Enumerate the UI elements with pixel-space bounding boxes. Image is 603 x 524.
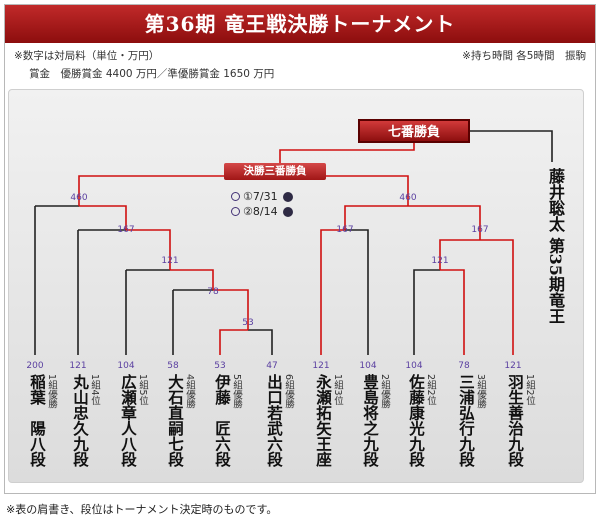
- final-match-label: 七番勝負: [358, 119, 470, 143]
- player-name: 大石直嗣七段: [166, 374, 185, 467]
- player-name: 出口若武六段: [265, 374, 284, 467]
- player-name: 豊島将之九段: [361, 374, 380, 467]
- line-habu: [480, 239, 514, 355]
- fee-left-r3: 121: [161, 256, 179, 266]
- line-sf-right: [326, 175, 409, 206]
- player-name: 広瀬章人八段: [119, 374, 138, 467]
- player-fee: 58: [167, 361, 179, 371]
- line-deguchi: [248, 329, 273, 355]
- player-fee: 200: [26, 361, 44, 371]
- fee-left-r1: 53: [242, 318, 254, 328]
- fee-left-r2: 78: [207, 287, 219, 297]
- player-affiliation: 4組優勝: [184, 374, 195, 409]
- filled-circle-icon: [282, 206, 293, 217]
- player-fee: 53: [214, 361, 226, 371]
- player-fee: 104: [405, 361, 423, 371]
- page-title: 第36期 竜王戦決勝トーナメント: [5, 5, 595, 43]
- line-qf-right-b: [408, 205, 481, 240]
- line-playoff-up: [279, 143, 415, 163]
- player-name: 佐藤康光九段: [407, 374, 426, 467]
- note-prize: 賞金 優勝賞金 4400 万円／準優勝賞金 1650 万円: [29, 68, 275, 80]
- fee-right-qf-b: 167: [471, 225, 489, 235]
- player-fee: 121: [504, 361, 522, 371]
- playoff-game-1-label: ①7/31: [243, 190, 278, 203]
- line-qf: [79, 205, 127, 230]
- playoff-game-2-label: ②8/14: [243, 205, 278, 218]
- playoff-label: 決勝三番勝負: [224, 163, 326, 180]
- player-name: 伊藤 匠六段: [213, 374, 232, 467]
- note-time-control: ※持ち時間 各5時間 振駒: [462, 50, 586, 62]
- line-toyoshima: [345, 229, 369, 355]
- filled-circle-icon: [282, 191, 293, 202]
- fee-right-r2: 121: [431, 256, 449, 266]
- player-affiliation: 1組4位: [89, 374, 100, 406]
- fee-left-qf: 167: [117, 225, 135, 235]
- player-affiliation: 3組優勝: [475, 374, 486, 409]
- player-affiliation: 5組優勝: [231, 374, 242, 409]
- fee-right-qf-a: 167: [336, 225, 354, 235]
- line-ito: [219, 329, 248, 355]
- line-r1: [213, 289, 249, 330]
- player-fee: 47: [266, 361, 278, 371]
- line-champion: [470, 130, 553, 162]
- player-fee: 121: [69, 361, 87, 371]
- player-affiliation: 6組優勝: [283, 374, 294, 409]
- player-fee: 78: [458, 361, 470, 371]
- player-name: 稲葉 陽八段: [28, 374, 47, 467]
- footnote: ※表の肩書き、段位はトーナメント決定時のものです。: [6, 503, 278, 516]
- line-sato: [413, 269, 440, 355]
- player-name: 羽生善治九段: [506, 374, 525, 467]
- fee-left-semi: 460: [70, 193, 88, 203]
- note-units: ※数字は対局料（単位・万円）: [14, 50, 160, 62]
- line-r3: [126, 229, 171, 270]
- champion-name: 藤井聡太 第35期竜王: [546, 168, 565, 324]
- line-miura: [440, 269, 465, 355]
- fee-right-semi: 460: [399, 193, 417, 203]
- line-r2: [170, 269, 214, 290]
- player-affiliation: 1組3位: [332, 374, 343, 406]
- line-r2-right: [439, 239, 480, 270]
- player-affiliation: 1組優勝: [46, 374, 57, 409]
- playoff-game-2: ②8/14: [231, 205, 293, 218]
- playoff-game-1: ①7/31: [231, 190, 293, 203]
- player-affiliation: 2組優勝: [379, 374, 390, 409]
- player-name: 三浦弘行九段: [457, 374, 476, 467]
- player-name: 永瀬拓矢王座: [314, 374, 333, 467]
- line-nagase: [320, 229, 345, 355]
- open-circle-icon: [231, 207, 240, 216]
- player-name: 丸山忠久九段: [71, 374, 90, 467]
- line-sf: [78, 175, 234, 206]
- player-fee: 121: [312, 361, 330, 371]
- open-circle-icon: [231, 192, 240, 201]
- bracket-panel: [8, 89, 584, 483]
- player-affiliation: 1組2位: [524, 374, 535, 406]
- player-fee: 104: [117, 361, 135, 371]
- player-affiliation: 1組5位: [137, 374, 148, 406]
- line-qf-right-a: [344, 205, 408, 230]
- player-fee: 104: [359, 361, 377, 371]
- player-affiliation: 2組2位: [425, 374, 436, 406]
